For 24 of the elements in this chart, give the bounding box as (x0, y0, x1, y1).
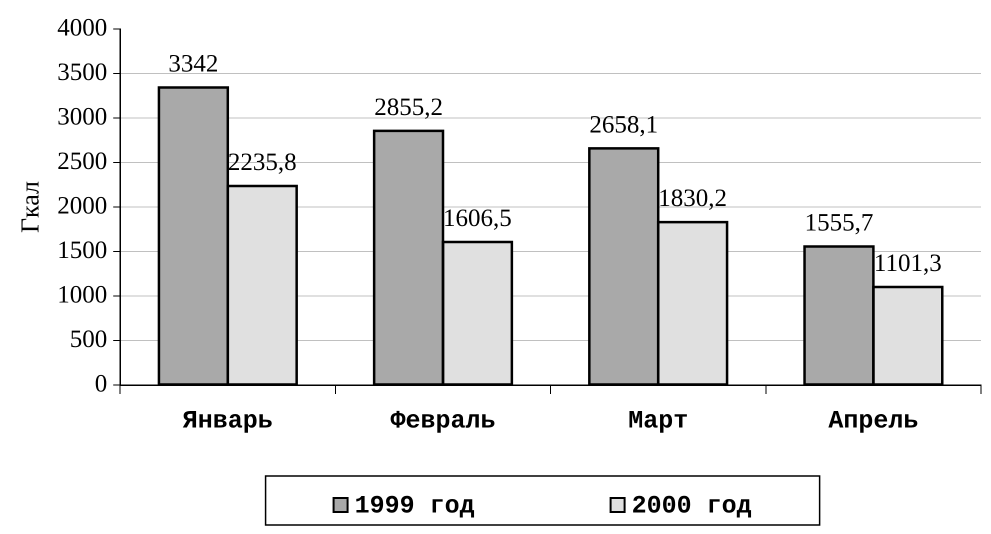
y-tick-label: 2500 (57, 148, 108, 176)
x-tick-label: Март (628, 406, 688, 436)
y-tick-label: 3500 (57, 59, 108, 86)
data-label: 3342 (168, 50, 218, 78)
data-label: 2235,8 (228, 149, 297, 176)
data-label: 1606,5 (443, 205, 512, 232)
data-label: 2855,2 (374, 94, 443, 121)
y-tick-label: 0 (94, 370, 108, 398)
legend-label: 2000 год (632, 491, 752, 520)
y-tick-label: 4000 (57, 14, 108, 42)
data-label: 2658,1 (589, 111, 658, 138)
y-tick-label: 1000 (57, 282, 108, 309)
y-tick-label: 1500 (57, 237, 108, 264)
legend-label: 1999 год (354, 491, 475, 520)
data-label: 1101,3 (874, 250, 942, 278)
y-tick-label: 3000 (57, 104, 108, 131)
x-tick-label: Апрель (828, 406, 918, 436)
x-tick-label: Январь (182, 406, 273, 436)
data-label: 1555,7 (804, 210, 874, 237)
x-tick-label: Февраль (390, 406, 496, 436)
y-tick-label: 2000 (57, 192, 108, 220)
data-label: 1830,2 (658, 185, 728, 212)
y-tick-label: 500 (70, 326, 108, 354)
y-axis-title: Гкал (15, 180, 44, 234)
